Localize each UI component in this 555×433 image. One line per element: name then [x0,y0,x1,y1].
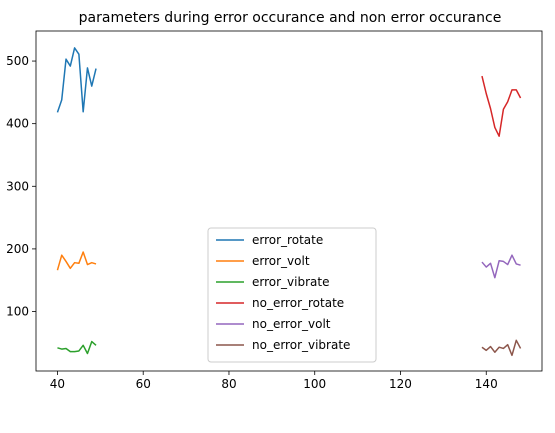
x-tick-label: 80 [221,377,236,391]
series-line-error_rotate [56,47,97,113]
legend-label-error_vibrate: error_vibrate [252,275,329,289]
series-line-no_error_rotate [481,75,522,137]
legend-label-no_error_vibrate: no_error_vibrate [252,338,350,352]
x-axis: 40 60 80 100 120 140 [50,371,498,391]
series-line-no_error_vibrate [481,339,522,357]
series-line-error_vibrate [57,340,97,355]
x-tick-label: 100 [303,377,326,391]
legend-label-error_rotate: error_rotate [252,233,323,247]
legend-box [207,227,377,363]
legend: error_rotate error_volt error_vibrate no_er… [207,227,377,363]
plot-frame [35,30,543,372]
chart-title: parameters during error occurance and no… [79,10,502,26]
x-tick-label: 120 [389,377,412,391]
x-tick-label: 140 [475,377,498,391]
x-tick-label: 60 [136,377,151,391]
y-axis: 100 200 300 400 500 [6,54,36,319]
series-line-no_error_volt [481,254,521,279]
y-tick-label: 500 [6,54,29,68]
legend-label-error_volt: error_volt [252,254,310,268]
y-tick-label: 400 [6,117,29,131]
y-tick-label: 100 [6,305,29,319]
legend-label-no_error_volt: no_error_volt [252,317,331,331]
x-tick-label: 40 [50,377,65,391]
y-tick-label: 300 [6,179,29,193]
series-layer [56,47,522,357]
series-line-error_volt [56,251,97,271]
legend-label-no_error_rotate: no_error_rotate [252,296,344,310]
y-tick-label: 200 [6,242,29,256]
